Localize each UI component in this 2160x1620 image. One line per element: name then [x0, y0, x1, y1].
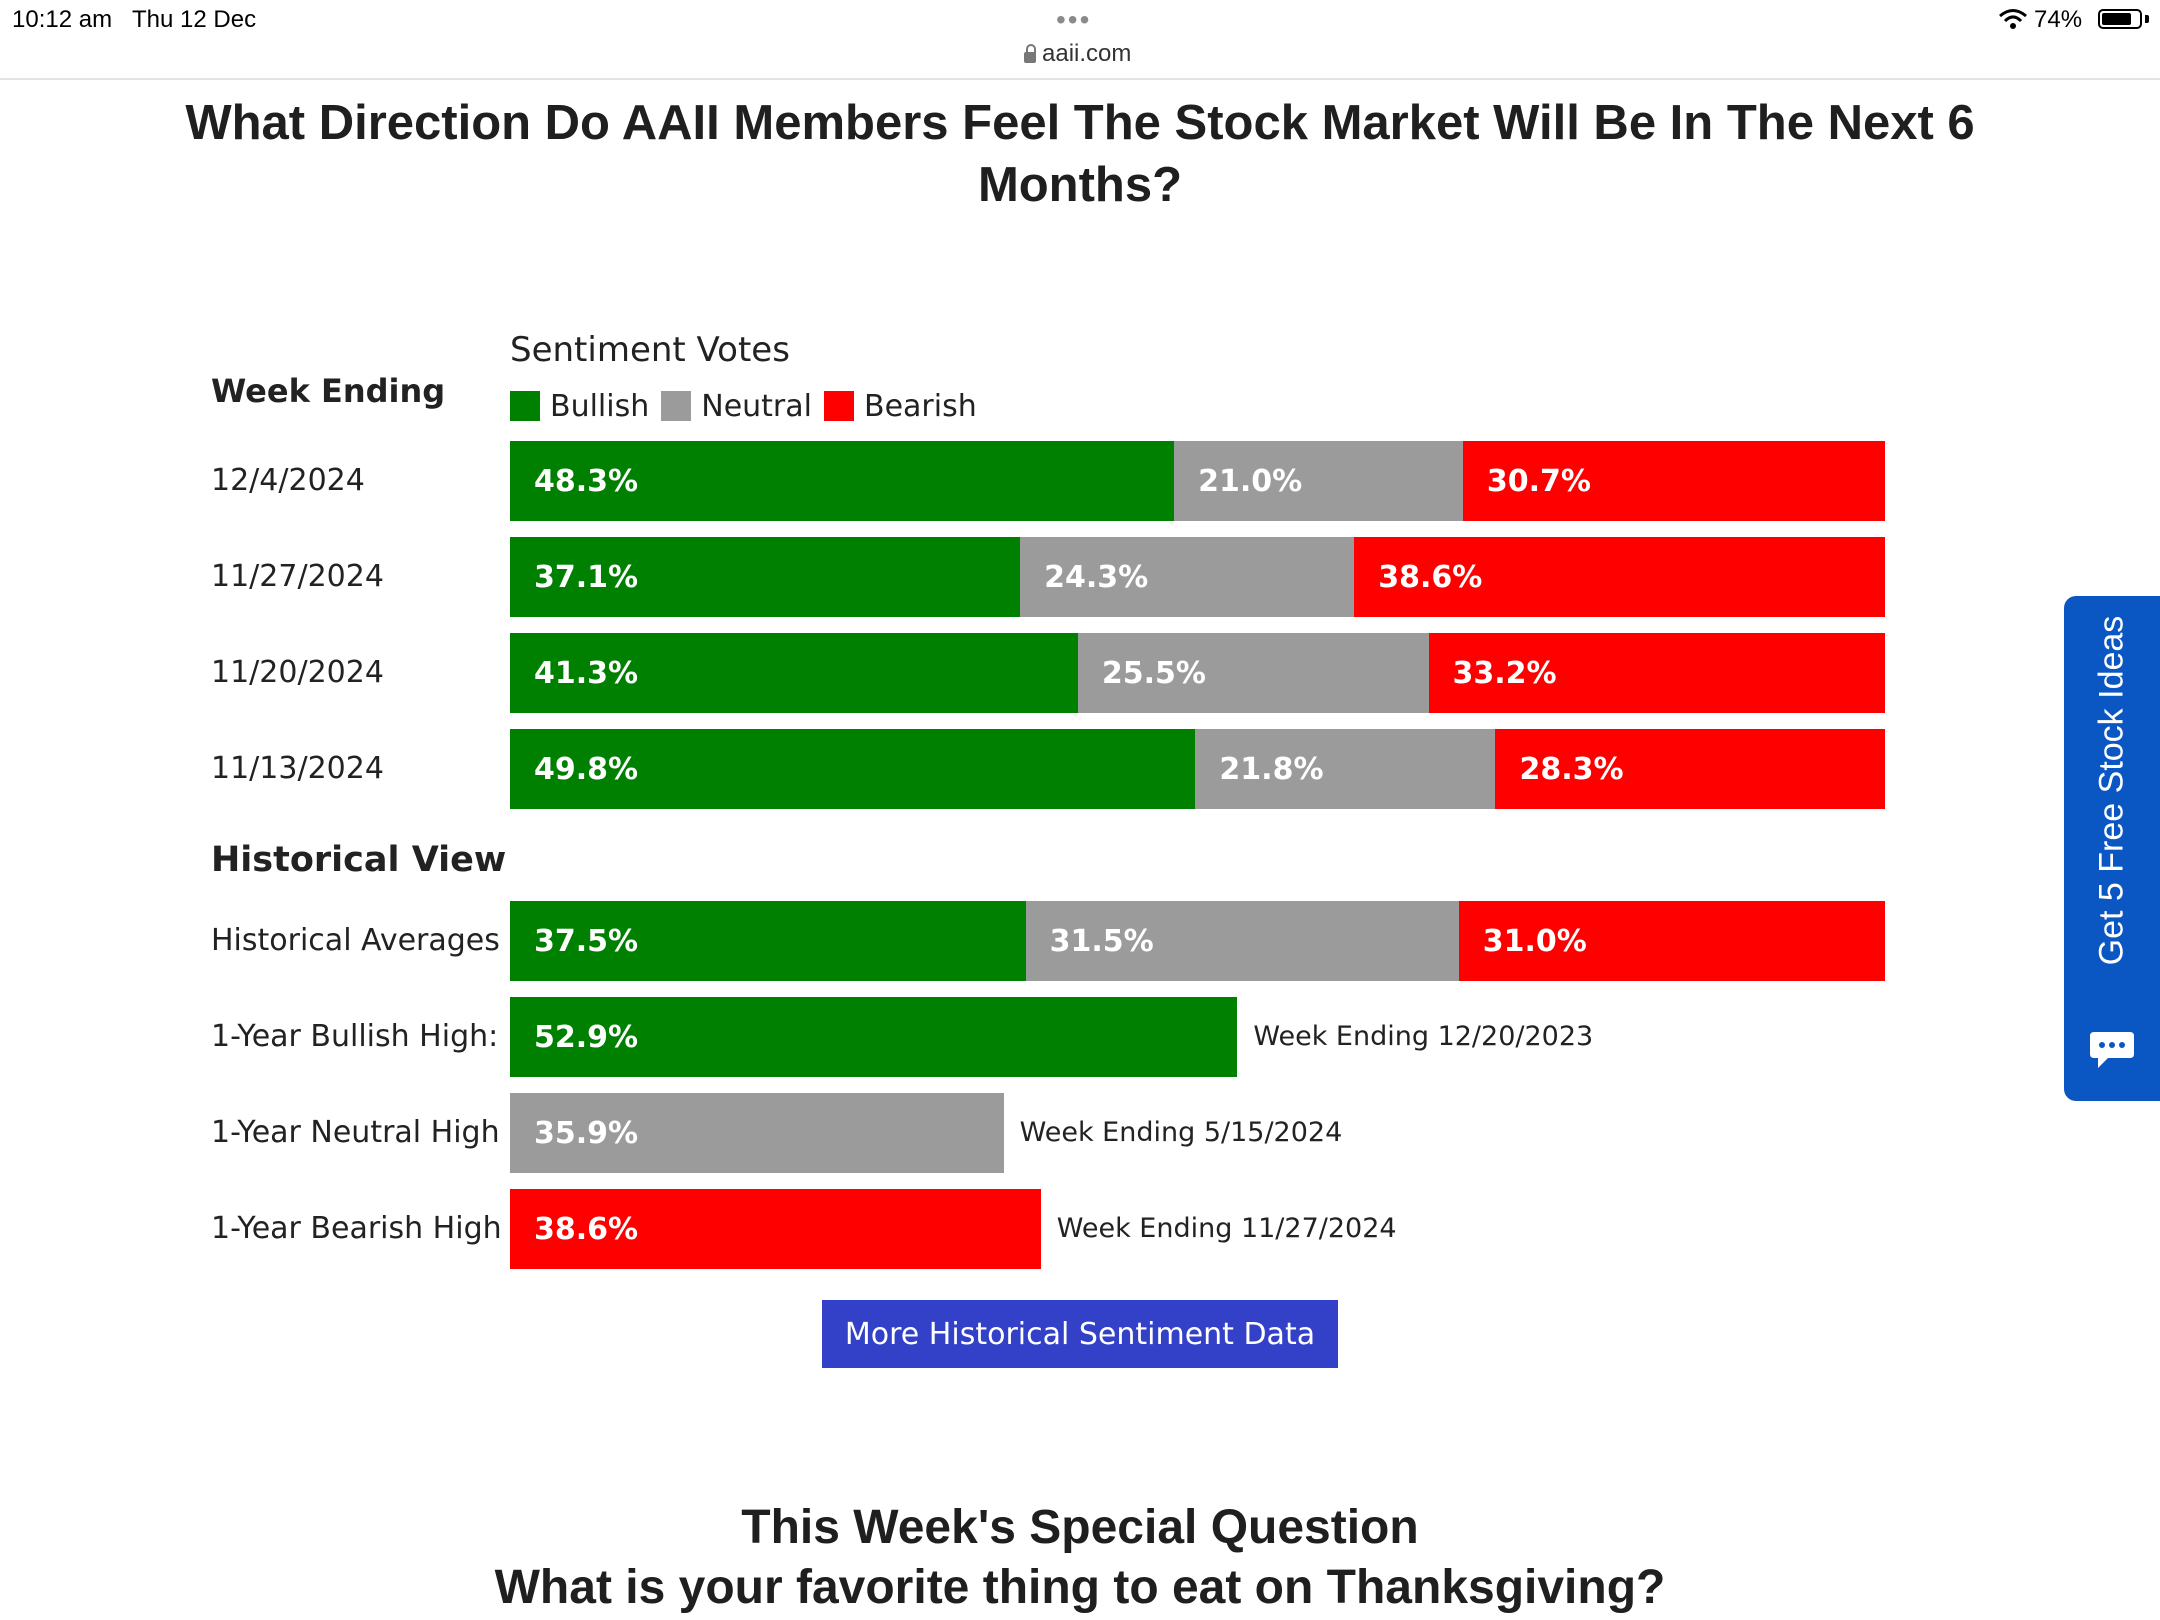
- week-label: 11/20/2024: [211, 655, 384, 690]
- legend-swatch-neutral: [661, 391, 692, 421]
- more-historical-data-button[interactable]: More Historical Sentiment Data: [822, 1300, 1338, 1368]
- bar-segment-bearish: 33.2%: [1428, 633, 1885, 713]
- high-note: Week Ending 11/27/2024: [1056, 1213, 1397, 1244]
- historical-averages-label: Historical Averages: [211, 923, 500, 958]
- legend-item-neutral: Neutral: [661, 389, 812, 424]
- bar-segment-bullish: 49.8%: [510, 729, 1196, 809]
- stacked-bar: 48.3% 21.0% 30.7%: [510, 441, 1885, 521]
- battery-icon: [2098, 9, 2142, 29]
- status-time: 10:12 am: [12, 6, 113, 33]
- bar-segment-bearish: 30.7%: [1462, 441, 1885, 521]
- high-note: Week Ending 5/15/2024: [1019, 1117, 1343, 1148]
- high-label: 1-Year Bearish High: [211, 1211, 502, 1246]
- special-question-text: What is your favorite thing to eat on Th…: [494, 1561, 1666, 1614]
- bar-segment-bullish: 52.9%: [510, 997, 1238, 1077]
- high-bar: 38.6%: [510, 1189, 1041, 1269]
- legend-label-bullish: Bullish: [550, 388, 650, 424]
- chart-legend: Bullish Neutral Bearish: [510, 388, 989, 424]
- bar-segment-bearish: 31.0%: [1458, 901, 1885, 981]
- bar-segment-neutral: 21.0%: [1174, 441, 1463, 521]
- chat-bubble-icon: [2090, 1032, 2134, 1068]
- bar-segment-bullish: 37.1%: [510, 537, 1021, 617]
- bar-segment-bullish: 37.5%: [510, 901, 1026, 981]
- bar-segment-bearish: 38.6%: [1354, 537, 1885, 617]
- page-title: What Direction Do AAII Members Feel The …: [185, 96, 1975, 212]
- bar-segment-bearish: 38.6%: [510, 1189, 1041, 1269]
- bar-segment-neutral: 31.5%: [1025, 901, 1459, 981]
- special-question-heading: This Week's Special Question: [741, 1501, 1419, 1554]
- stacked-bar: 37.1% 24.3% 38.6%: [510, 537, 1885, 617]
- bar-segment-neutral: 25.5%: [1077, 633, 1429, 713]
- high-label: 1-Year Bullish High:: [211, 1019, 499, 1054]
- legend-label-bearish: Bearish: [863, 388, 977, 424]
- legend-item-bearish: Bearish: [823, 388, 977, 424]
- side-tab-label: Get 5 Free Stock Ideas: [2092, 615, 2131, 965]
- stacked-bar: 37.5% 31.5% 31.0%: [510, 901, 1885, 981]
- bar-segment-neutral: 35.9%: [510, 1093, 1004, 1173]
- lock-icon: [1024, 44, 1036, 63]
- wifi-icon: [1999, 9, 2027, 29]
- week-label: 11/27/2024: [211, 559, 384, 594]
- stacked-bar: 41.3% 25.5% 33.2%: [510, 633, 1885, 713]
- side-tab-label-wrap: Get 5 Free Stock Ideas: [2078, 585, 2146, 995]
- legend-swatch-bearish: [823, 391, 854, 421]
- high-note: Week Ending 12/20/2023: [1253, 1021, 1594, 1052]
- address-bar[interactable]: aaii.com: [1024, 40, 1131, 68]
- legend-swatch-bullish: [510, 391, 540, 421]
- status-date: Thu 12 Dec: [132, 6, 257, 33]
- high-bar: 52.9%: [510, 997, 1238, 1077]
- legend-label-neutral: Neutral: [701, 388, 812, 424]
- week-ending-label: Week Ending: [211, 372, 446, 410]
- bar-segment-neutral: 24.3%: [1020, 537, 1355, 617]
- stacked-bar: 49.8% 21.8% 28.3%: [510, 729, 1885, 809]
- battery-percent: 74%: [2034, 6, 2083, 33]
- bar-segment-neutral: 21.8%: [1195, 729, 1496, 809]
- legend-item-bullish: Bullish: [510, 389, 649, 424]
- bar-segment-bullish: 48.3%: [510, 441, 1175, 521]
- week-label: 12/4/2024: [211, 463, 365, 498]
- high-label: 1-Year Neutral High: [211, 1115, 500, 1150]
- high-bar: 35.9%: [510, 1093, 1004, 1173]
- historical-view-title: Historical View: [211, 840, 507, 880]
- url-text: aaii.com: [1042, 40, 1132, 67]
- week-label: 11/13/2024: [211, 751, 384, 786]
- free-stock-ideas-tab[interactable]: [2064, 596, 2160, 1101]
- bar-segment-bullish: 41.3%: [510, 633, 1078, 713]
- chart-title: Sentiment Votes: [510, 330, 790, 370]
- more-dots-icon[interactable]: •••: [1056, 4, 1092, 35]
- bar-segment-bearish: 28.3%: [1495, 729, 1885, 809]
- status-bar: 10:12 am Thu 12 Dec ••• aaii.com 74%: [0, 0, 2160, 80]
